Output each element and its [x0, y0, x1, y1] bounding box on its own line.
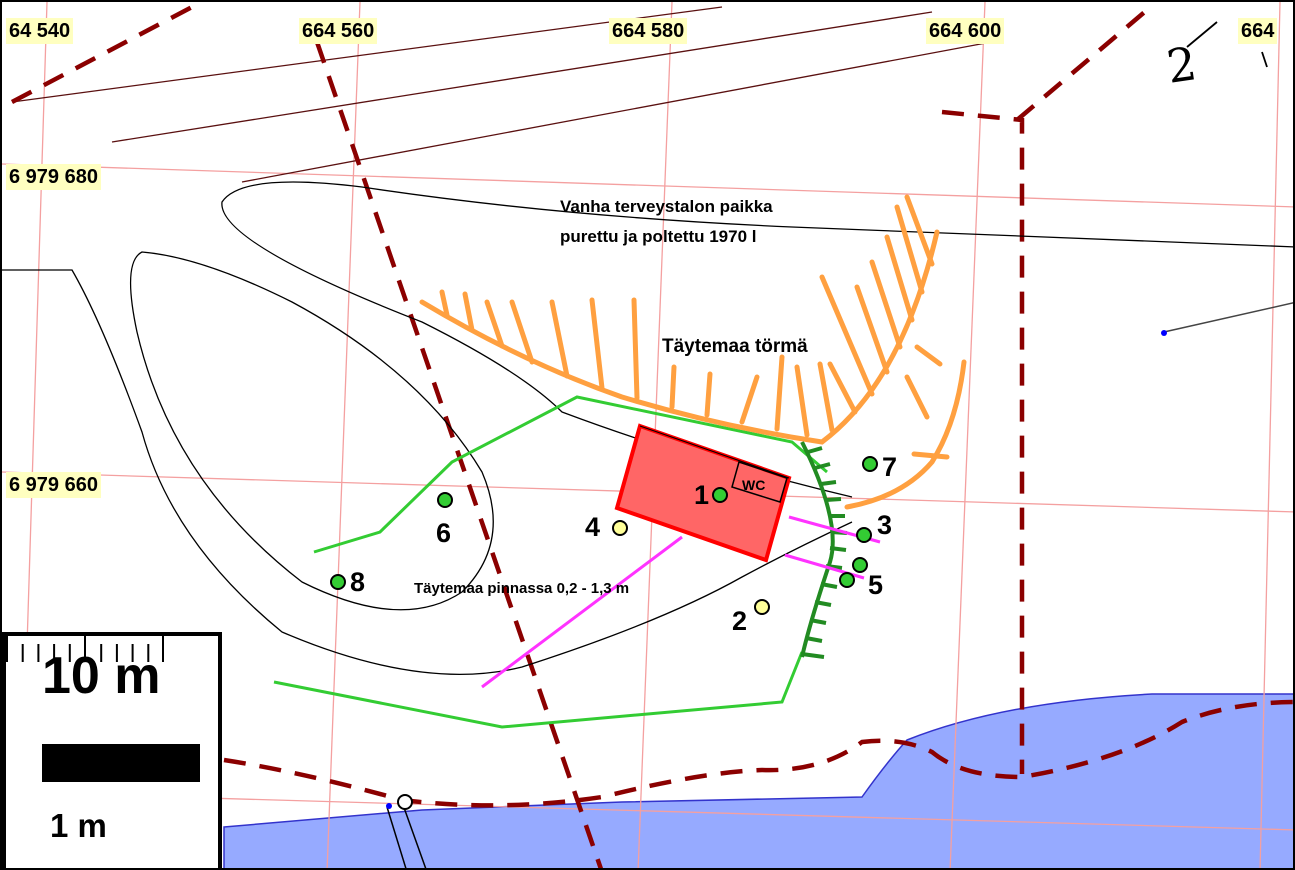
point-label-1: 1: [694, 480, 710, 510]
annotation-fill-slope: Täytemaa törmä: [662, 336, 808, 357]
wc-box: [731, 461, 788, 503]
point-label-4: 4: [585, 512, 601, 542]
annotation-fill-surface: Täytemaa pinnassa 0,2 - 1,3 m: [414, 580, 630, 597]
grid-label-x-3: 664 580: [609, 18, 688, 44]
grid-label-x-5: 664: [1238, 18, 1278, 44]
annotation-old-site-1: Vanha terveystalon paikka: [560, 197, 773, 216]
point-label-6: 6: [436, 518, 452, 548]
grid-label-x-2: 664 560: [299, 18, 378, 44]
green-slope: [800, 441, 848, 659]
green-boundary: [273, 395, 828, 729]
point-label-7: 7: [882, 452, 898, 482]
point-label-8: 8: [350, 567, 366, 597]
scale-legend: 10 m 1 m: [2, 632, 222, 868]
scale-label-1m: 1 m: [50, 807, 107, 844]
water-area: [223, 693, 1293, 868]
annotation-old-site-2: purettu ja poltettu 1970 l: [560, 227, 757, 246]
grid-label-y-2: 6 979 660: [6, 472, 101, 498]
fill-slope: [419, 194, 967, 510]
sample-points: [330, 456, 878, 615]
wc-label: WC: [742, 477, 766, 493]
grid-label-y-1: 6 979 680: [6, 164, 101, 190]
point-label-5: 5: [868, 570, 884, 600]
scale-ticks: [6, 636, 164, 662]
grid-label-x-1: 64 540: [6, 18, 74, 44]
grid-label-x-4: 664 600: [926, 18, 1005, 44]
scale-bar: [42, 744, 200, 782]
point-label-3: 3: [877, 510, 893, 540]
point-label-2: 2: [732, 606, 748, 636]
